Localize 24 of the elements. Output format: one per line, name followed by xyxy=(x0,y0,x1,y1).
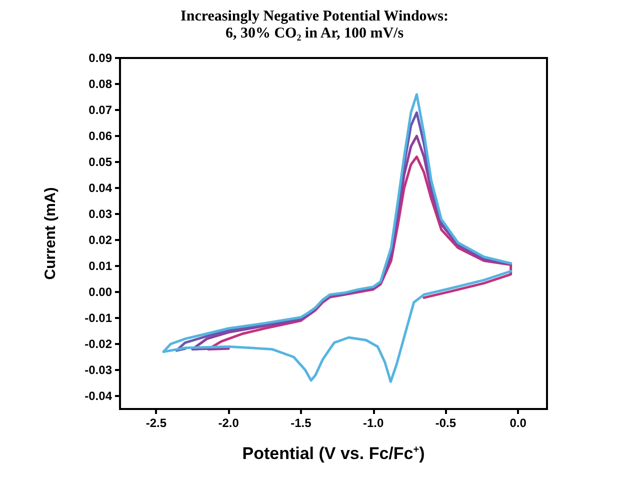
y-tick-label: -0.03 xyxy=(84,363,112,377)
x-tick-label: -1.5 xyxy=(290,416,312,430)
x-tick-label: -0.5 xyxy=(435,416,456,430)
y-axis-title: Current (mA) xyxy=(42,187,59,280)
y-tick-label: -0.04 xyxy=(84,389,112,403)
y-tick-label: 0.02 xyxy=(88,233,112,247)
y-tick-label: 0.00 xyxy=(88,285,112,299)
y-tick-label: 0.03 xyxy=(88,207,112,221)
y-tick-label: 0.06 xyxy=(88,129,112,143)
y-tick-label: 0.08 xyxy=(88,77,112,91)
x-tick-label: -1.0 xyxy=(362,416,384,430)
chart-title: Increasingly Negative Potential Windows: xyxy=(180,8,448,24)
x-tick-label: -2.0 xyxy=(218,416,240,430)
y-tick-label: 0.01 xyxy=(88,259,112,273)
y-tick-label: 0.05 xyxy=(88,155,112,169)
x-axis-title: Potential (V vs. Fc/Fc+) xyxy=(242,444,425,463)
y-tick-label: 0.07 xyxy=(88,103,112,117)
y-tick-label: 0.04 xyxy=(88,181,112,195)
y-tick-label: -0.02 xyxy=(84,337,112,351)
x-tick-label: -2.5 xyxy=(146,416,167,430)
y-tick-label: -0.01 xyxy=(84,311,112,325)
y-tick-label: 0.09 xyxy=(88,51,112,65)
chart-subtitle: 6, 30% CO₂ in Ar, 100 mV/s xyxy=(225,26,404,42)
x-tick-label: 0.0 xyxy=(510,416,527,430)
